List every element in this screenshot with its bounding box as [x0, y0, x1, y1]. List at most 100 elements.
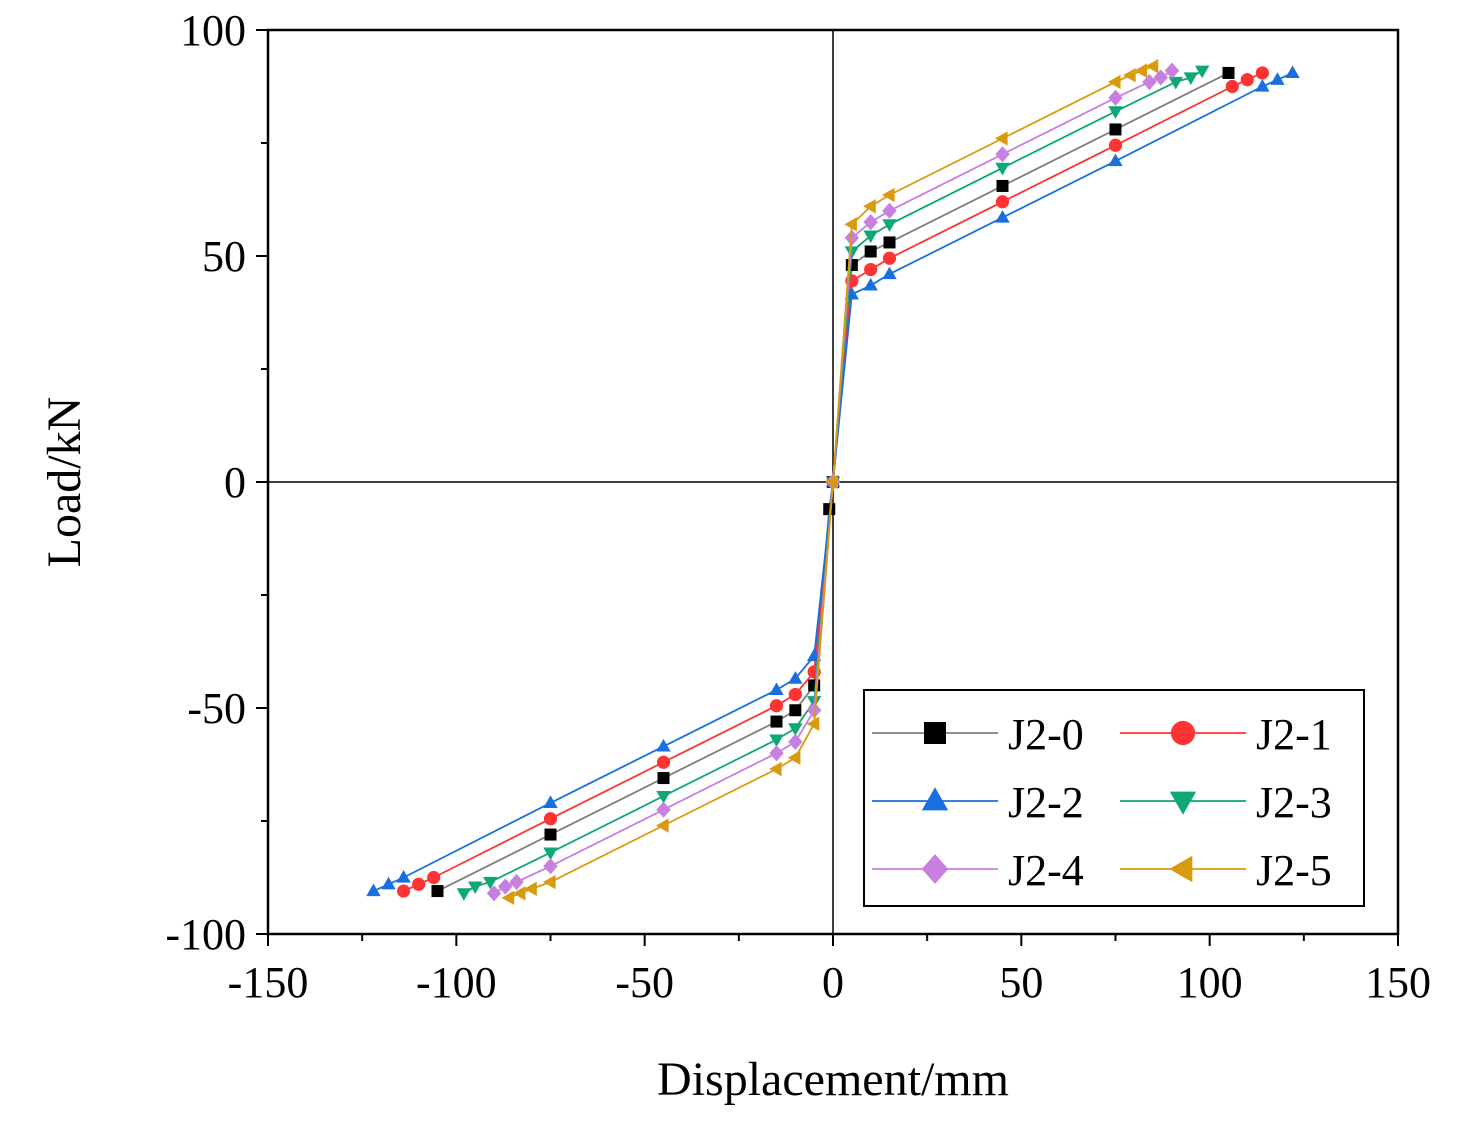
data-point	[1255, 79, 1270, 92]
legend-label: J2-4	[1008, 846, 1084, 895]
y-tick-label: 50	[202, 232, 246, 281]
data-point	[864, 262, 878, 277]
data-point	[844, 229, 860, 247]
data-point	[656, 801, 671, 818]
data-point	[1145, 58, 1159, 74]
data-point	[1123, 68, 1136, 83]
data-point	[543, 858, 558, 875]
data-point	[825, 474, 839, 490]
legend-item-j2-4: J2-4	[872, 846, 1084, 895]
legend-item-j2-0: J2-0	[872, 710, 1084, 759]
data-point	[882, 219, 897, 232]
data-point	[863, 230, 878, 244]
data-point	[1183, 72, 1199, 85]
data-point	[657, 772, 670, 785]
data-point	[995, 146, 1010, 163]
legend-marker	[1170, 720, 1196, 746]
data-point	[1164, 62, 1180, 79]
y-tick-label: -50	[187, 684, 246, 733]
data-point	[995, 210, 1010, 223]
data-point	[1134, 63, 1147, 78]
data-point	[1153, 69, 1168, 86]
data-point	[789, 704, 802, 717]
data-point	[1108, 74, 1121, 90]
legend-marker	[921, 854, 949, 884]
data-point	[524, 881, 537, 896]
data-point	[427, 870, 441, 885]
x-tick-label: 100	[1177, 958, 1243, 1007]
data-point	[882, 202, 897, 219]
data-point	[366, 883, 381, 897]
legend-marker	[1169, 855, 1193, 883]
data-point	[544, 828, 557, 841]
data-point	[864, 245, 877, 258]
y-tick-label: -100	[165, 910, 246, 959]
data-point	[501, 890, 515, 906]
x-tick-label: 50	[999, 958, 1043, 1007]
data-point	[1108, 138, 1123, 152]
legend-item-j2-1: J2-1	[1120, 710, 1332, 759]
data-point	[1109, 123, 1122, 136]
data-point	[1255, 66, 1269, 80]
data-point	[456, 888, 472, 901]
data-point	[656, 738, 671, 752]
data-point	[656, 818, 669, 833]
data-point	[656, 791, 671, 804]
data-point	[431, 885, 444, 898]
x-tick-label: -150	[228, 958, 309, 1007]
data-point	[543, 874, 556, 890]
data-point	[788, 687, 802, 702]
data-point	[1108, 106, 1123, 119]
data-point	[882, 266, 897, 280]
data-point	[543, 795, 558, 809]
data-point	[883, 236, 896, 249]
series-j2-5	[501, 58, 1159, 906]
x-tick-label: -100	[416, 958, 497, 1007]
data-point	[543, 812, 558, 826]
data-point	[788, 733, 803, 750]
x-tick-label: -50	[615, 958, 674, 1007]
data-point	[1108, 89, 1123, 106]
data-point	[1194, 65, 1210, 79]
legend-label: J2-3	[1256, 778, 1332, 827]
data-point	[863, 277, 878, 291]
data-point	[787, 750, 801, 765]
data-point	[498, 878, 513, 895]
data-point	[486, 885, 502, 902]
data-point	[995, 162, 1010, 176]
legend-marker	[1169, 791, 1197, 815]
legend-marker	[921, 787, 949, 811]
data-point	[412, 877, 426, 891]
data-point	[996, 179, 1009, 192]
series-j2-4	[486, 62, 1180, 902]
legend-marker	[924, 722, 946, 744]
data-point	[543, 847, 558, 861]
data-point	[882, 251, 897, 265]
x-axis-title: Displacement/mm	[657, 1053, 1009, 1106]
legend: J2-0 J2-1 J2-2 J2-3 J2-4 J2-5	[863, 689, 1365, 907]
y-tick-label: 100	[180, 6, 246, 55]
legend-label: J2-0	[1008, 710, 1084, 759]
legend-label: J2-1	[1256, 710, 1332, 759]
data-point	[1270, 72, 1285, 85]
y-axis-title: Load/kN	[38, 397, 91, 568]
x-tick-label: 150	[1365, 958, 1431, 1007]
data-point	[1142, 73, 1157, 91]
data-point	[995, 195, 1010, 209]
data-point	[769, 699, 784, 713]
data-point	[788, 671, 803, 684]
data-point	[769, 734, 784, 748]
data-point	[806, 702, 822, 719]
data-point	[1168, 76, 1183, 90]
data-point	[483, 876, 498, 890]
data-point	[1240, 73, 1254, 87]
data-point	[769, 761, 782, 777]
data-point	[509, 873, 524, 891]
data-point	[512, 886, 526, 901]
data-point	[381, 876, 396, 890]
x-tick-label: 0	[822, 958, 844, 1007]
data-point	[995, 131, 1008, 146]
data-point	[769, 682, 784, 696]
data-point	[656, 755, 671, 769]
